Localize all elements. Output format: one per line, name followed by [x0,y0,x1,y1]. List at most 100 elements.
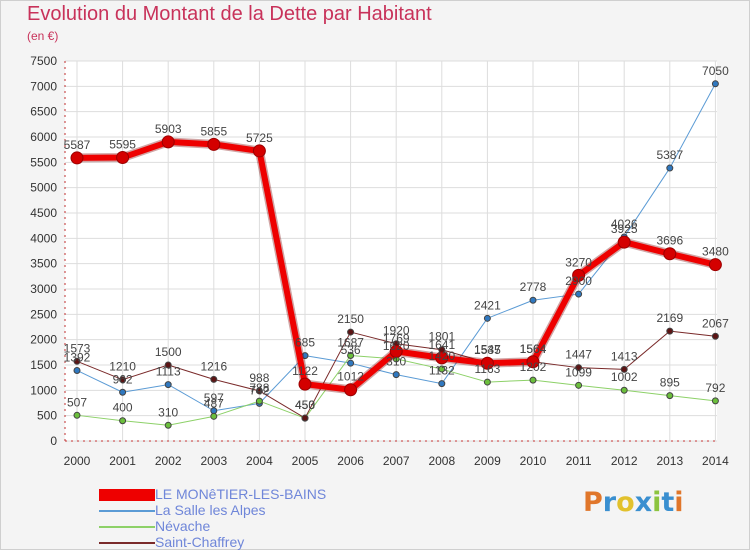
data-label: 1216 [200,359,227,373]
data-label: 5587 [64,138,91,152]
data-label: 400 [113,401,133,415]
y-tick-label: 2000 [30,333,57,347]
data-point [298,377,312,391]
legend-swatch [99,510,155,512]
data-label: 1801 [428,330,455,344]
data-point [438,380,446,388]
x-tick-label: 2001 [109,454,136,468]
brand-letter: i [674,487,684,518]
y-tick-label: 7000 [30,79,57,93]
data-label: 3480 [702,245,729,259]
legend-label: La Salle les Alpes [155,502,266,518]
brand-letter: o [616,487,635,518]
proxiti-logo: Proxiti [583,487,684,518]
data-label: 1420 [428,349,455,363]
brand-letter: i [652,487,662,518]
data-point [347,359,355,367]
data-point [207,137,221,151]
data-label: 1210 [109,360,136,374]
data-point [119,417,127,425]
data-label: 1573 [64,341,91,355]
data-label: 1564 [520,342,547,356]
data-label: 742 [249,383,269,397]
data-label: 1564 [520,342,547,356]
brand-letter: t [661,487,675,518]
data-label: 1769 [383,331,410,345]
data-label: 1099 [565,365,592,379]
data-point [73,411,81,419]
data-point [255,397,263,405]
y-tick-label: 3000 [30,282,57,296]
data-label: 1002 [611,370,638,384]
data-point [483,314,491,322]
x-tick-label: 2003 [200,454,227,468]
y-tick-label: 1500 [30,358,57,372]
data-point [347,328,355,336]
data-point [620,365,628,373]
x-tick-label: 2011 [566,454,592,468]
data-label: 5903 [155,122,182,136]
data-point [255,387,263,395]
x-tick-label: 2010 [520,454,547,468]
data-point [73,366,81,374]
data-label: 1132 [429,364,455,378]
data-label: 2169 [656,311,683,325]
data-label: 597 [204,391,224,405]
data-point [347,352,355,360]
y-tick-label: 6000 [30,130,57,144]
x-tick-label: 2002 [155,454,182,468]
data-label: 507 [67,395,87,409]
legend-label: LE MONêTIER-LES-BAINS [155,486,327,502]
data-label: 7050 [702,64,729,78]
data-point [344,383,358,397]
data-point [529,376,537,384]
data-point [666,327,674,335]
data-point [119,388,127,396]
x-tick-label: 2013 [656,454,683,468]
data-label: 5855 [200,124,227,138]
data-point [572,268,586,282]
brand-letter: P [583,487,603,518]
data-label: 487 [204,396,224,410]
y-tick-label: 4000 [30,231,57,245]
data-point [164,381,172,389]
data-label: 895 [660,376,680,390]
brand-letter: r [602,487,617,518]
data-label: 1500 [155,345,182,359]
data-label: 788 [249,381,269,395]
data-label: 1113 [156,365,181,379]
data-point [708,258,722,272]
data-point [252,144,266,158]
data-label: 1413 [611,349,638,363]
x-tick-label: 2012 [611,454,638,468]
y-tick-label: 5000 [30,181,57,195]
data-point [711,332,719,340]
data-label: 2421 [474,298,501,312]
x-tick-label: 2006 [337,454,364,468]
legend-label: Névache [155,518,211,534]
data-label: 988 [249,371,269,385]
data-point [575,290,583,298]
legend-swatch [99,489,155,501]
y-tick-label: 5500 [30,155,57,169]
data-point [116,151,130,165]
data-label: 2778 [520,280,547,294]
data-point [529,296,537,304]
data-label: 4026 [611,217,638,231]
data-label: 3696 [656,234,683,248]
data-label: 2067 [702,316,729,330]
data-label: 1687 [337,336,364,350]
data-point [70,151,84,165]
data-point [617,235,631,249]
y-tick-label: 7500 [30,54,57,68]
data-point [164,421,172,429]
data-label: 1920 [383,324,410,338]
chart-title: Evolution du Montant de la Dette par Hab… [27,3,432,25]
data-label: 1392 [64,350,91,364]
data-point [663,247,677,261]
data-point [711,80,719,88]
data-point [480,356,494,370]
data-point [666,392,674,400]
